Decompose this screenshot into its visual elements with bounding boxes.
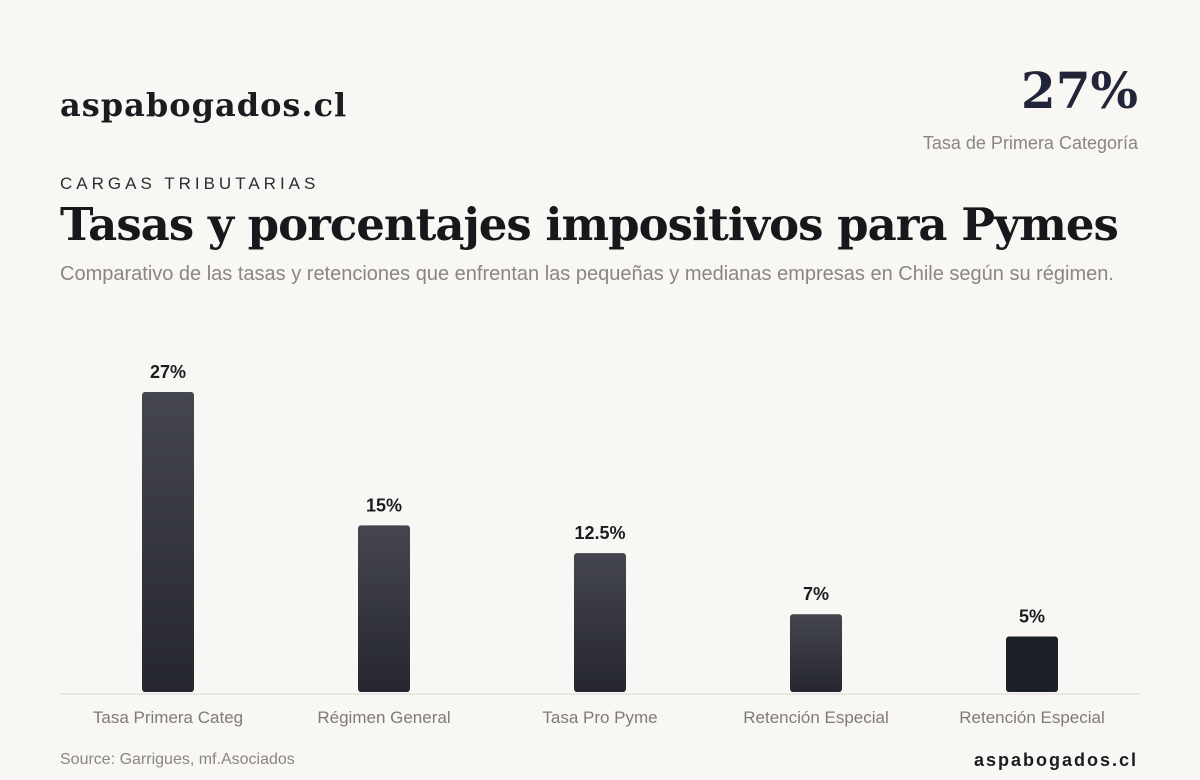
chart-title: Tasas y porcentajes impositivos para Pym… [60,198,1119,251]
category-label: Tasa Pro Pyme [542,708,657,727]
source-note: Source: Garrigues, mf.Asociados [60,751,295,768]
bar-value-label: 27% [150,362,186,382]
eyebrow-label: CARGAS TRIBUTARIAS [60,174,320,193]
brand-logo: aspabogados.cl [60,86,348,124]
category-label: Retención Especial [743,708,889,727]
chart-subtitle: Comparativo de las tasas y retenciones q… [60,263,1114,285]
bar-5 [1006,636,1058,692]
category-label: Régimen General [317,708,450,727]
bar-1 [142,392,194,692]
bar-value-label: 5% [1019,606,1045,626]
category-label: Tasa Primera Categ [93,708,243,727]
footer-brand: aspabogados.cl [973,750,1138,770]
bar-value-label: 15% [366,495,402,515]
category-label: Retención Especial [959,708,1105,727]
bar-3 [574,553,626,692]
bar-4 [790,614,842,692]
bar-2 [358,525,410,692]
kpi-value: 27% [1020,61,1138,120]
bar-value-label: 12.5% [574,523,625,543]
bar-value-label: 7% [803,584,829,604]
kpi-label: Tasa de Primera Categoría [922,133,1138,153]
